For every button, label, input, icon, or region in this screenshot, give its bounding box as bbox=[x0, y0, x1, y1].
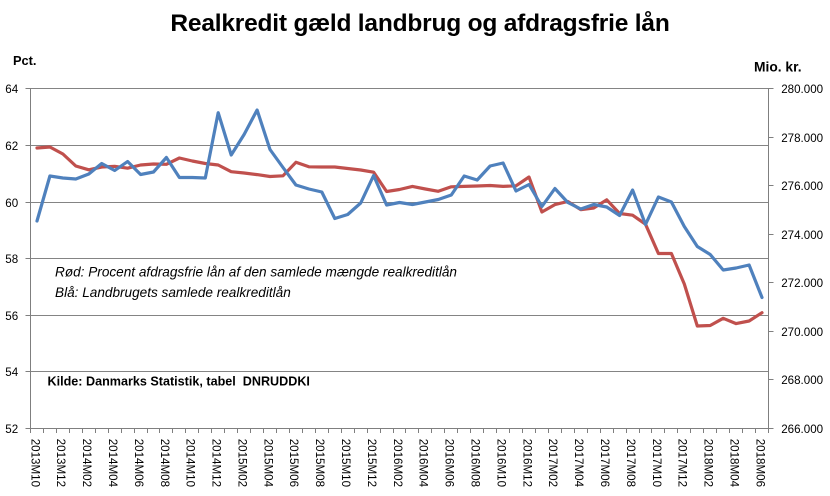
svg-text:2017M04: 2017M04 bbox=[572, 439, 585, 488]
svg-text:2017M10: 2017M10 bbox=[650, 439, 663, 487]
svg-text:Pct.: Pct. bbox=[13, 53, 36, 68]
svg-text:60: 60 bbox=[5, 197, 18, 210]
svg-text:2017M02: 2017M02 bbox=[546, 439, 559, 487]
svg-text:2014M10: 2014M10 bbox=[184, 439, 197, 487]
svg-text:2015M12: 2015M12 bbox=[365, 439, 378, 487]
svg-text:64: 64 bbox=[5, 83, 18, 96]
svg-text:2018M06: 2018M06 bbox=[753, 439, 766, 487]
svg-text:2017M08: 2017M08 bbox=[624, 439, 637, 487]
svg-text:268.000: 268.000 bbox=[781, 374, 823, 387]
svg-text:Blå: Landbrugets samlede realk: Blå: Landbrugets samlede realkreditlån bbox=[55, 285, 291, 300]
svg-text:2013M12: 2013M12 bbox=[54, 439, 67, 487]
svg-text:2018M04: 2018M04 bbox=[727, 439, 740, 488]
svg-text:2014M04: 2014M04 bbox=[106, 439, 119, 488]
svg-text:2016M12: 2016M12 bbox=[520, 439, 533, 487]
svg-text:Realkredit gæld landbrug og af: Realkredit gæld landbrug og afdragsfrie … bbox=[170, 10, 669, 37]
svg-text:280.000: 280.000 bbox=[781, 83, 823, 96]
svg-text:276.000: 276.000 bbox=[781, 180, 823, 193]
svg-text:52: 52 bbox=[5, 423, 18, 436]
svg-text:278.000: 278.000 bbox=[781, 132, 823, 145]
svg-text:2016M08: 2016M08 bbox=[468, 439, 481, 487]
svg-text:2015M08: 2015M08 bbox=[313, 439, 326, 487]
svg-text:2017M06: 2017M06 bbox=[598, 439, 611, 487]
svg-text:2014M08: 2014M08 bbox=[158, 439, 171, 487]
svg-text:2016M04: 2016M04 bbox=[417, 439, 430, 488]
svg-text:272.000: 272.000 bbox=[781, 277, 823, 290]
svg-text:2015M04: 2015M04 bbox=[261, 439, 274, 488]
svg-text:2014M06: 2014M06 bbox=[132, 439, 145, 487]
svg-text:2016M02: 2016M02 bbox=[391, 439, 404, 487]
svg-text:54: 54 bbox=[5, 366, 18, 379]
svg-text:2015M10: 2015M10 bbox=[339, 439, 352, 487]
svg-text:Kilde: Danmarks Statistik, tab: Kilde: Danmarks Statistik, tabel DNRUDDK… bbox=[48, 374, 310, 388]
svg-text:2016M06: 2016M06 bbox=[443, 439, 456, 487]
svg-text:56: 56 bbox=[5, 310, 18, 323]
svg-text:2016M10: 2016M10 bbox=[494, 439, 507, 487]
svg-text:2015M02: 2015M02 bbox=[235, 439, 248, 487]
svg-text:Rød: Procent afdragsfrie lån a: Rød: Procent afdragsfrie lån af den saml… bbox=[55, 264, 457, 279]
svg-text:266.000: 266.000 bbox=[781, 423, 823, 436]
svg-text:62: 62 bbox=[5, 140, 18, 153]
svg-text:2013M10: 2013M10 bbox=[28, 439, 41, 487]
svg-text:2017M12: 2017M12 bbox=[676, 439, 689, 487]
svg-text:270.000: 270.000 bbox=[781, 326, 823, 339]
svg-text:2014M02: 2014M02 bbox=[80, 439, 93, 487]
svg-text:2014M12: 2014M12 bbox=[210, 439, 223, 487]
svg-text:2015M06: 2015M06 bbox=[287, 439, 300, 487]
svg-text:274.000: 274.000 bbox=[781, 229, 823, 242]
svg-text:2018M02: 2018M02 bbox=[702, 439, 715, 487]
svg-text:58: 58 bbox=[5, 253, 18, 266]
svg-text:Mio. kr.: Mio. kr. bbox=[754, 59, 802, 74]
